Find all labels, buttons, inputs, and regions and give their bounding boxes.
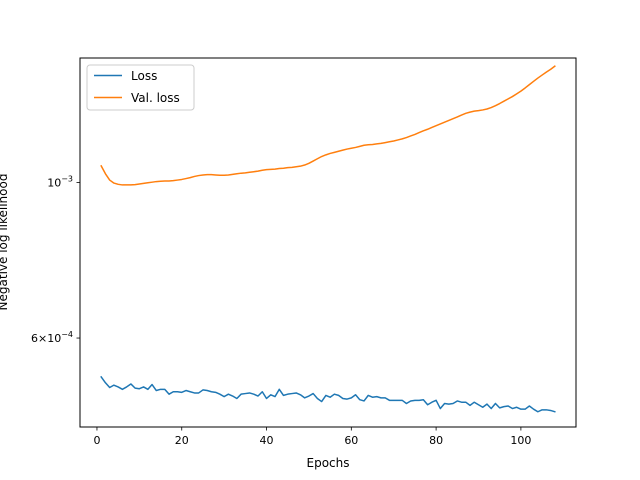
x-tick-label: 100 [510, 434, 531, 447]
legend-label-val-loss: Val. loss [131, 91, 180, 105]
series-line-val-loss [100, 65, 556, 186]
y-tick-label: 6×10−4 [31, 330, 73, 345]
x-tick-label: 0 [93, 434, 100, 447]
series-line-loss [100, 375, 556, 413]
y-axis-ticks: 10−3 6×10−4 [31, 174, 80, 345]
x-axis-label: Epochs [307, 456, 350, 470]
axes-frame [79, 57, 577, 428]
x-tick-label: 80 [429, 434, 443, 447]
plot-lines [100, 65, 556, 413]
x-axis-ticks: 0 20 40 60 80 100 [93, 427, 531, 447]
legend: Loss Val. loss [86, 64, 195, 111]
y-tick-label: 10−3 [47, 174, 73, 189]
x-tick-label: 60 [344, 434, 358, 447]
x-tick-label: 20 [175, 434, 189, 447]
x-tick-label: 40 [260, 434, 274, 447]
legend-label-loss: Loss [131, 69, 157, 83]
y-axis-label: Negative log likelihood [0, 174, 10, 311]
